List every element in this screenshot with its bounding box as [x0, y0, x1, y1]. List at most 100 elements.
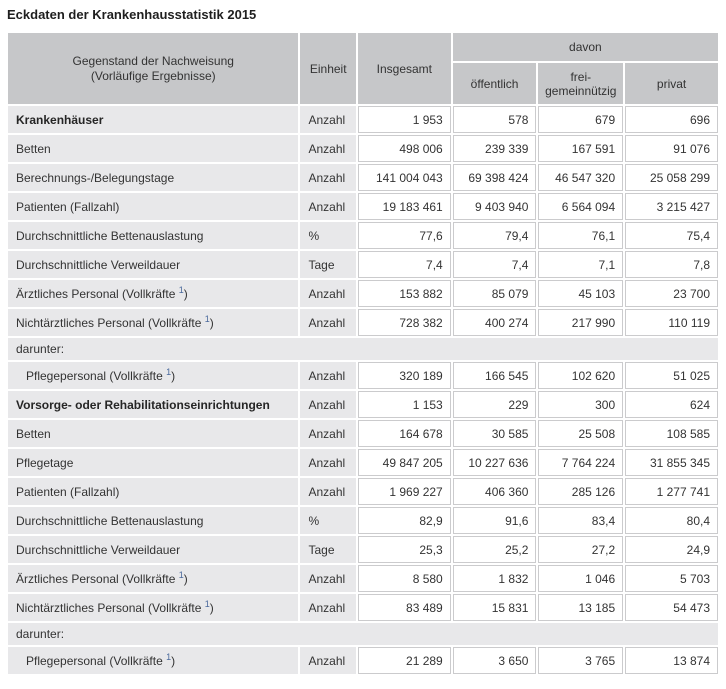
row-label-cell: Pflegetage	[8, 449, 299, 476]
table-header: Gegenstand der Nachweisung (Vorläufige E…	[8, 33, 718, 104]
value-cell-public: 10 227 636	[452, 449, 537, 476]
header-unit: Einheit	[300, 33, 356, 104]
table-row: Ärztliches Personal (Vollkräfte 1) Anzahl…	[8, 565, 718, 592]
row-label-cell: Pflegepersonal (Vollkräfte 1)	[8, 362, 299, 389]
row-label-cell: Berechnungs-/Belegungstage	[8, 164, 299, 191]
value-cell-private: 108 585	[625, 420, 718, 447]
value-cell-private: 23 700	[625, 280, 718, 307]
value-cell-nonprofit: 46 547 320	[538, 164, 624, 191]
value-cell-total: 82,9	[357, 507, 451, 534]
table-row: Betten Anzahl 498 006 239 339 167 591 91 076	[8, 135, 718, 162]
value-cell-public: 406 360	[452, 478, 537, 505]
table-row: Patienten (Fallzahl) Anzahl 19 183 461 9 40…	[8, 193, 718, 220]
value-cell-total: 320 189	[357, 362, 451, 389]
value-cell-public: 578	[452, 106, 537, 133]
table-row: Pflegepersonal (Vollkräfte 1) Anzahl 320 1…	[8, 362, 718, 389]
footnote-ref-link[interactable]: 1	[166, 651, 172, 662]
table-row: Nichtärztliches Personal (Vollkräfte 1) A…	[8, 309, 718, 336]
value-cell-public: 166 545	[452, 362, 537, 389]
row-label-cell: Ärztliches Personal (Vollkräfte 1)	[8, 280, 299, 307]
value-cell-nonprofit: 102 620	[538, 362, 624, 389]
unit-cell: Anzahl	[300, 135, 356, 162]
table-row: Betten Anzahl 164 678 30 585 25 508 108 585	[8, 420, 718, 447]
value-cell-private: 51 025	[625, 362, 718, 389]
value-cell-total: 728 382	[357, 309, 451, 336]
unit-cell: Anzahl	[300, 594, 356, 621]
value-cell-nonprofit: 1 046	[538, 565, 624, 592]
row-label-cell: Betten	[8, 420, 299, 447]
value-cell-total: 141 004 043	[357, 164, 451, 191]
value-cell-public: 30 585	[452, 420, 537, 447]
header-row-sub: öffentlich frei-gemeinnützig privat	[8, 63, 718, 104]
table-row: Ärztliches Personal (Vollkräfte 1) Anzahl…	[8, 280, 718, 307]
statistics-table: Gegenstand der Nachweisung (Vorläufige E…	[6, 31, 720, 676]
unit-cell: Anzahl	[300, 449, 356, 476]
header-subject-line2: (Vorläufige Ergebnisse)	[90, 68, 216, 83]
value-cell-nonprofit: 27,2	[538, 536, 624, 563]
unit-cell: Anzahl	[300, 647, 356, 674]
unit-cell: Anzahl	[300, 420, 356, 447]
value-cell-private: 7,8	[625, 251, 718, 278]
row-label-cell: Nichtärztliches Personal (Vollkräfte 1)	[8, 309, 299, 336]
footnote-ref-link[interactable]: 1	[204, 313, 210, 324]
table-row: Vorsorge- oder Rehabilitationseinrichtun…	[8, 391, 718, 418]
table-row: Durchschnittliche Verweildauer Tage 7,4 7,4…	[8, 251, 718, 278]
footnote-ref-link[interactable]: 1	[178, 569, 184, 580]
value-cell-nonprofit: 167 591	[538, 135, 624, 162]
footnote-ref-link[interactable]: 1	[204, 598, 210, 609]
row-label-cell: Betten	[8, 135, 299, 162]
value-cell-public: 1 832	[452, 565, 537, 592]
unit-cell: Anzahl	[300, 391, 356, 418]
table-body: Krankenhäuser Anzahl 1 953 578 679 696 Betten A…	[8, 106, 718, 674]
row-label-cell: Nichtärztliches Personal (Vollkräfte 1)	[8, 594, 299, 621]
table-row: Durchschnittliche Verweildauer Tage 25,3 25…	[8, 536, 718, 563]
table-row: Krankenhäuser Anzahl 1 953 578 679 696	[8, 106, 718, 133]
unit-cell: Anzahl	[300, 478, 356, 505]
value-cell-private: 3 215 427	[625, 193, 718, 220]
value-cell-private: 13 874	[625, 647, 718, 674]
unit-cell: Anzahl	[300, 193, 356, 220]
value-cell-nonprofit: 679	[538, 106, 624, 133]
table-row: Nichtärztliches Personal (Vollkräfte 1) A…	[8, 594, 718, 621]
value-cell-total: 1 153	[357, 391, 451, 418]
value-cell-total: 164 678	[357, 420, 451, 447]
unit-cell: %	[300, 507, 356, 534]
value-cell-nonprofit: 7,1	[538, 251, 624, 278]
value-cell-total: 49 847 205	[357, 449, 451, 476]
unit-cell: Tage	[300, 536, 356, 563]
header-nonprofit: frei-gemeinnützig	[538, 63, 624, 104]
header-subject: Gegenstand der Nachweisung (Vorläufige E…	[8, 33, 299, 104]
section-row: darunter:	[8, 338, 718, 360]
unit-cell: Anzahl	[300, 280, 356, 307]
value-cell-total: 1 953	[357, 106, 451, 133]
header-public: öffentlich	[452, 63, 537, 104]
table-row: Berechnungs-/Belegungstage Anzahl 141 004 …	[8, 164, 718, 191]
table-row: Durchschnittliche Bettenauslastung% 82,9 9…	[8, 507, 718, 534]
value-cell-public: 79,4	[452, 222, 537, 249]
unit-cell: Anzahl	[300, 164, 356, 191]
value-cell-total: 77,6	[357, 222, 451, 249]
value-cell-nonprofit: 6 564 094	[538, 193, 624, 220]
value-cell-public: 85 079	[452, 280, 537, 307]
value-cell-public: 239 339	[452, 135, 537, 162]
value-cell-total: 19 183 461	[357, 193, 451, 220]
footnote-ref-link[interactable]: 1	[178, 284, 184, 295]
value-cell-private: 696	[625, 106, 718, 133]
value-cell-public: 7,4	[452, 251, 537, 278]
section-label: darunter:	[8, 338, 718, 360]
row-label-cell: Durchschnittliche Verweildauer	[8, 536, 299, 563]
table-row: Patienten (Fallzahl) Anzahl 1 969 227 406 3…	[8, 478, 718, 505]
value-cell-total: 83 489	[357, 594, 451, 621]
value-cell-nonprofit: 7 764 224	[538, 449, 624, 476]
value-cell-public: 400 274	[452, 309, 537, 336]
unit-cell: %	[300, 222, 356, 249]
value-cell-public: 25,2	[452, 536, 537, 563]
header-row-top: Gegenstand der Nachweisung (Vorläufige E…	[8, 33, 718, 104]
value-cell-total: 1 969 227	[357, 478, 451, 505]
value-cell-total: 153 882	[357, 280, 451, 307]
value-cell-nonprofit: 13 185	[538, 594, 624, 621]
footnote-ref-link[interactable]: 1	[166, 366, 172, 377]
section-row: darunter:	[8, 623, 718, 645]
value-cell-private: 24,9	[625, 536, 718, 563]
section-label: darunter:	[8, 623, 718, 645]
